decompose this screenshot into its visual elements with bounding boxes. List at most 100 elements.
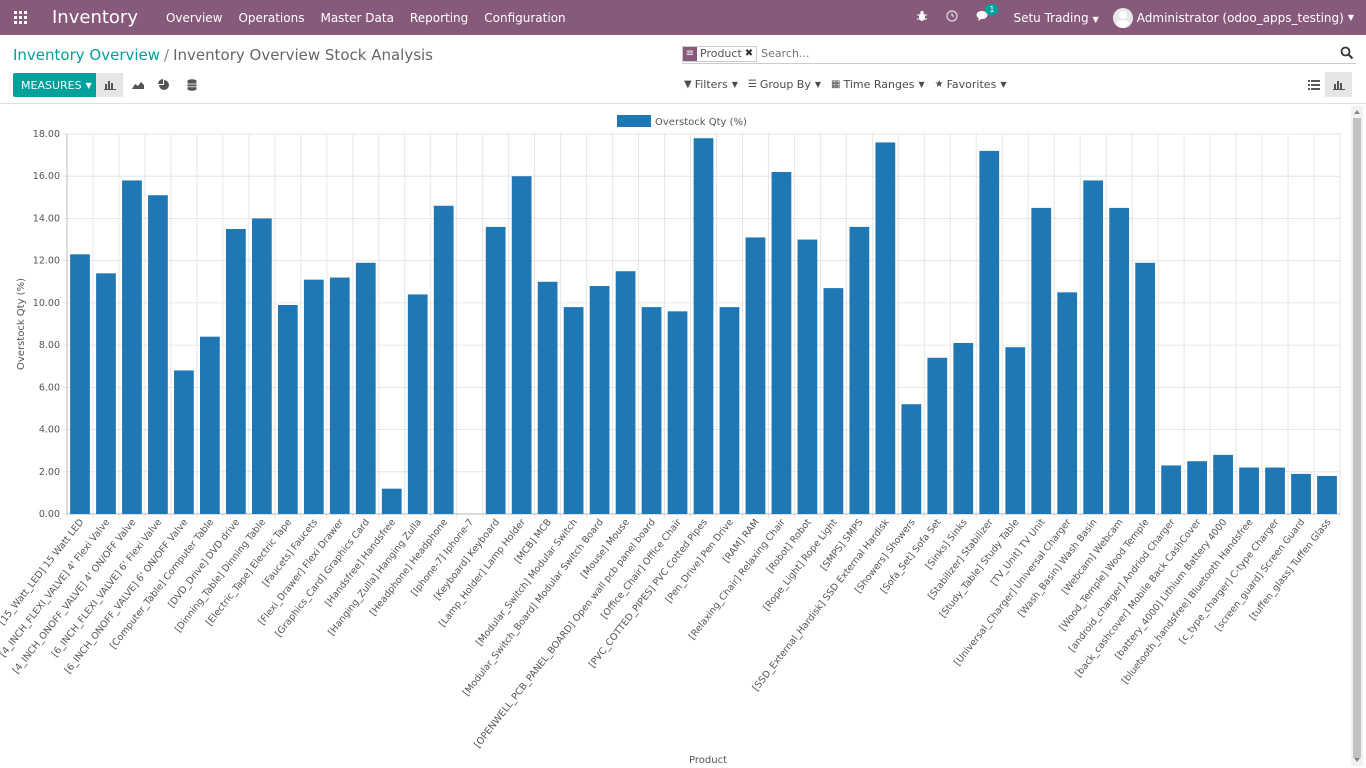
- menu-operations[interactable]: Operations: [238, 10, 305, 25]
- bar[interactable]: [70, 254, 90, 515]
- chevron-down-icon: ▼: [1347, 13, 1354, 22]
- search-options: ▼ Filters ▼ ☰ Group By ▼ ▦ Time Ranges ▼ ★ Favo…: [684, 78, 1016, 91]
- bar[interactable]: [875, 142, 896, 514]
- measures-button[interactable]: MEASURES ▼: [13, 73, 100, 97]
- bar[interactable]: [641, 307, 662, 514]
- top-navbar: Inventory Overview Operations Master Dat…: [0, 0, 1366, 35]
- bar[interactable]: [355, 262, 376, 514]
- bug-icon[interactable]: [907, 10, 937, 26]
- measures-label: MEASURES: [21, 78, 82, 92]
- bar[interactable]: [251, 218, 272, 514]
- menu-reporting[interactable]: Reporting: [409, 10, 469, 25]
- line-chart-mode-button[interactable]: [124, 73, 151, 97]
- menu-configuration[interactable]: Configuration: [484, 10, 566, 25]
- menu-master-data[interactable]: Master Data: [320, 10, 394, 25]
- bar[interactable]: [303, 279, 324, 514]
- chat-icon[interactable]: 1: [967, 3, 999, 26]
- bar[interactable]: [745, 237, 766, 514]
- y-tick-label: 8.00: [39, 340, 60, 351]
- bar[interactable]: [719, 307, 740, 514]
- y-tick-label: 14.00: [33, 213, 60, 224]
- bar[interactable]: [1213, 454, 1233, 514]
- list-view-button[interactable]: [1300, 72, 1327, 97]
- bar[interactable]: [148, 195, 168, 514]
- search-bar: ≡ Product ✖: [682, 44, 1356, 64]
- bar[interactable]: [1187, 461, 1207, 514]
- bar[interactable]: [381, 488, 402, 514]
- facet-remove-icon[interactable]: ✖: [744, 48, 754, 59]
- scroll-up-icon[interactable]: [1354, 110, 1360, 114]
- scroll-down-icon[interactable]: [1354, 758, 1360, 762]
- user-menu[interactable]: Administrator (odoo_apps_testing) ▼: [1112, 7, 1366, 28]
- bar[interactable]: [537, 281, 558, 514]
- search-icon[interactable]: [1340, 46, 1354, 60]
- vertical-scrollbar[interactable]: [1351, 106, 1363, 766]
- filter-icon: ▼: [684, 79, 692, 90]
- bar[interactable]: [1135, 262, 1156, 514]
- bar[interactable]: [563, 307, 584, 514]
- pie-chart-mode-button[interactable]: [150, 73, 177, 97]
- group-by-dropdown[interactable]: ☰ Group By ▼: [748, 78, 821, 91]
- clock-icon[interactable]: [937, 9, 967, 26]
- favorites-dropdown[interactable]: ★ Favorites ▼: [935, 78, 1007, 91]
- bar[interactable]: [1291, 473, 1311, 514]
- bar[interactable]: [849, 226, 870, 514]
- bar[interactable]: [433, 205, 454, 514]
- legend-swatch[interactable]: [617, 115, 651, 127]
- bar[interactable]: [953, 343, 974, 514]
- bar[interactable]: [277, 305, 298, 514]
- y-tick-label: 2.00: [39, 467, 60, 478]
- y-tick-label: 16.00: [33, 171, 60, 182]
- bar[interactable]: [1057, 292, 1078, 514]
- bar[interactable]: [823, 288, 844, 514]
- stacked-mode-button[interactable]: [178, 73, 205, 97]
- y-axis-title: Overstock Qty (%): [16, 278, 27, 370]
- facet-label: Product: [700, 47, 742, 60]
- bar[interactable]: [329, 277, 350, 514]
- legend-label[interactable]: Overstock Qty (%): [655, 117, 747, 128]
- bar[interactable]: [96, 273, 116, 514]
- bar[interactable]: [615, 271, 636, 514]
- bar[interactable]: [1005, 347, 1026, 514]
- avatar: [1112, 7, 1133, 28]
- company-switcher[interactable]: Setu Trading ▼: [999, 11, 1112, 25]
- bar[interactable]: [771, 172, 792, 514]
- bar[interactable]: [979, 150, 1000, 514]
- bar[interactable]: [200, 336, 220, 514]
- bar[interactable]: [693, 138, 714, 514]
- bar[interactable]: [174, 370, 194, 514]
- bar[interactable]: [1161, 465, 1182, 514]
- bar[interactable]: [1239, 467, 1259, 514]
- bar-chart-mode-button[interactable]: [96, 73, 123, 97]
- bar[interactable]: [485, 226, 506, 514]
- y-tick-label: 4.00: [39, 425, 60, 436]
- bar-chart-icon: [103, 81, 116, 90]
- bar[interactable]: [667, 311, 688, 514]
- menu-overview[interactable]: Overview: [165, 10, 223, 25]
- bar[interactable]: [797, 239, 818, 515]
- chevron-down-icon: ▼: [918, 80, 925, 89]
- chevron-down-icon: ▼: [1000, 80, 1007, 89]
- scroll-thumb[interactable]: [1353, 118, 1361, 758]
- bar[interactable]: [589, 286, 610, 514]
- bar[interactable]: [1083, 180, 1104, 514]
- bar[interactable]: [122, 180, 142, 514]
- y-tick-label: 10.00: [33, 298, 60, 309]
- app-title[interactable]: Inventory: [52, 7, 138, 28]
- apps-menu-icon[interactable]: [0, 0, 40, 35]
- bar[interactable]: [927, 357, 948, 514]
- filters-dropdown[interactable]: ▼ Filters ▼: [684, 78, 738, 91]
- bar[interactable]: [511, 176, 532, 514]
- bar[interactable]: [1265, 467, 1285, 514]
- graph-view-button[interactable]: [1325, 72, 1352, 97]
- bar[interactable]: [407, 294, 428, 514]
- search-input[interactable]: [761, 47, 1356, 60]
- bar[interactable]: [1031, 207, 1052, 514]
- y-tick-label: 6.00: [39, 382, 60, 393]
- breadcrumb-parent[interactable]: Inventory Overview: [13, 46, 161, 64]
- bar[interactable]: [1317, 476, 1337, 514]
- bar[interactable]: [1109, 207, 1130, 514]
- bar[interactable]: [225, 229, 246, 514]
- time-ranges-dropdown[interactable]: ▦ Time Ranges ▼: [831, 78, 925, 91]
- bar[interactable]: [901, 404, 922, 514]
